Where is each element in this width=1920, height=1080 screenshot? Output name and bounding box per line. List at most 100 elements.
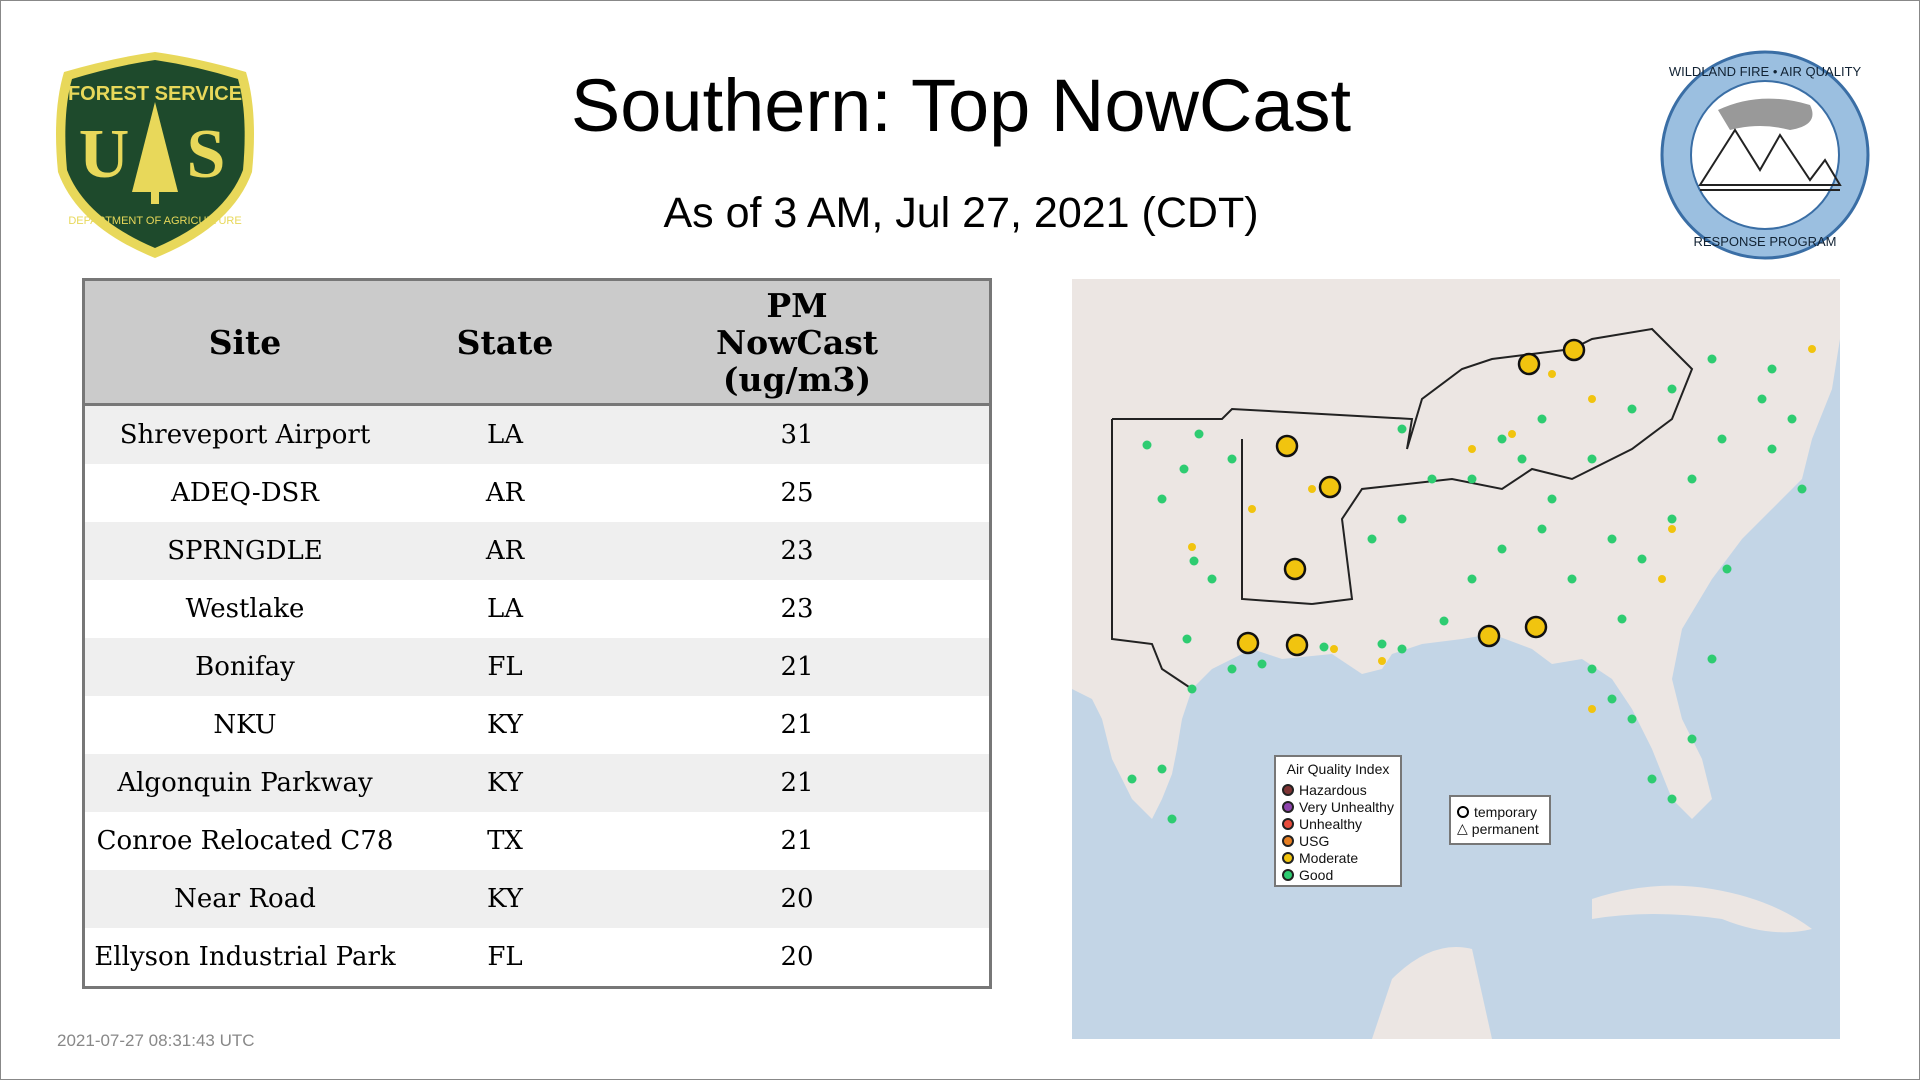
cell-state: FL (405, 638, 605, 696)
monitor-marker[interactable] (1808, 345, 1816, 353)
monitor-marker[interactable] (1562, 338, 1586, 362)
monitor-marker[interactable] (1757, 394, 1767, 404)
monitor-marker[interactable] (1257, 659, 1267, 669)
monitor-marker[interactable] (1227, 454, 1237, 464)
cell-site: Conroe Relocated C78 (83, 812, 405, 870)
legend-title: Air Quality Index (1286, 761, 1390, 777)
monitor-marker[interactable] (1157, 494, 1167, 504)
cell-site: Ellyson Industrial Park (83, 928, 405, 988)
monitor-marker[interactable] (1188, 543, 1196, 551)
table-row: NKU KY 21 (83, 696, 991, 754)
monitor-marker[interactable] (1687, 734, 1697, 744)
monitor-marker[interactable] (1127, 774, 1137, 784)
cell-state: AR (405, 522, 605, 580)
monitor-marker[interactable] (1587, 454, 1597, 464)
monitor-marker[interactable] (1182, 634, 1192, 644)
monitor-marker[interactable] (1207, 574, 1217, 584)
monitor-marker[interactable] (1227, 664, 1237, 674)
monitor-marker[interactable] (1517, 454, 1527, 464)
monitor-marker[interactable] (1367, 534, 1377, 544)
monitor-marker[interactable] (1588, 395, 1596, 403)
monitor-marker[interactable] (1722, 564, 1732, 574)
monitor-marker[interactable] (1467, 474, 1477, 484)
monitor-marker[interactable] (1275, 434, 1299, 458)
monitor-marker[interactable] (1607, 694, 1617, 704)
monitor-marker[interactable] (1517, 352, 1541, 376)
monitor-marker[interactable] (1548, 370, 1556, 378)
monitor-marker[interactable] (1179, 464, 1189, 474)
monitor-marker[interactable] (1667, 514, 1677, 524)
legend-label: Unhealthy (1299, 815, 1363, 832)
monitor-marker[interactable] (1767, 364, 1777, 374)
monitor-marker[interactable] (1236, 631, 1260, 655)
map-canvas (1072, 279, 1840, 1039)
yucatan (1372, 947, 1492, 1039)
legend-item: Moderate (1282, 849, 1394, 866)
monitor-marker[interactable] (1787, 414, 1797, 424)
monitor-marker[interactable] (1308, 485, 1316, 493)
monitor-marker[interactable] (1477, 624, 1501, 648)
monitor-marker[interactable] (1797, 484, 1807, 494)
monitor-marker[interactable] (1497, 434, 1507, 444)
monitor-marker[interactable] (1588, 705, 1596, 713)
monitor-marker[interactable] (1717, 434, 1727, 444)
monitor-marker[interactable] (1397, 424, 1407, 434)
monitor-marker[interactable] (1658, 575, 1666, 583)
header-line: NowCast (715, 322, 879, 362)
monitor-marker[interactable] (1189, 556, 1199, 566)
monitor-marker[interactable] (1627, 714, 1637, 724)
cell-state: LA (405, 580, 605, 638)
monitor-marker[interactable] (1142, 440, 1152, 450)
monitor-marker[interactable] (1687, 474, 1697, 484)
monitor-marker[interactable] (1647, 774, 1657, 784)
monitor-marker[interactable] (1319, 642, 1329, 652)
monitor-marker[interactable] (1283, 557, 1307, 581)
monitor-marker[interactable] (1537, 414, 1547, 424)
monitor-marker[interactable] (1497, 544, 1507, 554)
monitor-marker[interactable] (1439, 616, 1449, 626)
monitor-marker[interactable] (1767, 444, 1777, 454)
monitor-marker[interactable] (1318, 475, 1342, 499)
monitor-marker[interactable] (1157, 764, 1167, 774)
monitor-marker[interactable] (1397, 644, 1407, 654)
monitor-marker[interactable] (1667, 384, 1677, 394)
monitor-marker[interactable] (1187, 684, 1197, 694)
legend-label: Very Unhealthy (1299, 798, 1394, 815)
monitor-marker[interactable] (1397, 514, 1407, 524)
monitor-marker[interactable] (1567, 574, 1577, 584)
legend-label: Moderate (1299, 849, 1359, 866)
legend-swatch (1282, 851, 1294, 864)
monitor-marker[interactable] (1467, 574, 1477, 584)
aqi-map[interactable]: Air Quality Index Hazardous Very Unhealth… (1072, 279, 1840, 1039)
monitor-marker[interactable] (1707, 354, 1717, 364)
monitor-marker[interactable] (1617, 614, 1627, 624)
monitor-marker[interactable] (1427, 474, 1437, 484)
header-line: PM (766, 285, 828, 325)
monitor-marker[interactable] (1167, 814, 1177, 824)
cell-site: Shreveport Airport (83, 404, 405, 464)
monitor-marker[interactable] (1537, 524, 1547, 534)
table-header-row: Site State PM NowCast (ug/m3) (83, 279, 991, 406)
monitor-marker[interactable] (1285, 633, 1309, 657)
cell-site: SPRNGDLE (83, 522, 405, 580)
monitor-marker[interactable] (1707, 654, 1717, 664)
monitor-marker[interactable] (1330, 645, 1338, 653)
monitor-marker[interactable] (1194, 429, 1204, 439)
circle-icon (1457, 805, 1469, 818)
monitor-marker[interactable] (1377, 639, 1387, 649)
monitor-marker[interactable] (1587, 664, 1597, 674)
monitor-marker[interactable] (1248, 505, 1256, 513)
monitor-marker[interactable] (1547, 494, 1557, 504)
monitor-marker[interactable] (1607, 534, 1617, 544)
monitor-marker[interactable] (1378, 657, 1386, 665)
monitor-marker[interactable] (1524, 615, 1548, 639)
monitor-marker[interactable] (1637, 554, 1647, 564)
monitor-marker[interactable] (1508, 430, 1516, 438)
legend-label: temporary (1474, 803, 1538, 820)
monitor-marker[interactable] (1627, 404, 1637, 414)
cell-site: Near Road (83, 870, 405, 928)
monitor-marker[interactable] (1667, 794, 1677, 804)
monitor-marker[interactable] (1668, 525, 1676, 533)
legend-swatch (1282, 817, 1294, 830)
monitor-marker[interactable] (1468, 445, 1476, 453)
